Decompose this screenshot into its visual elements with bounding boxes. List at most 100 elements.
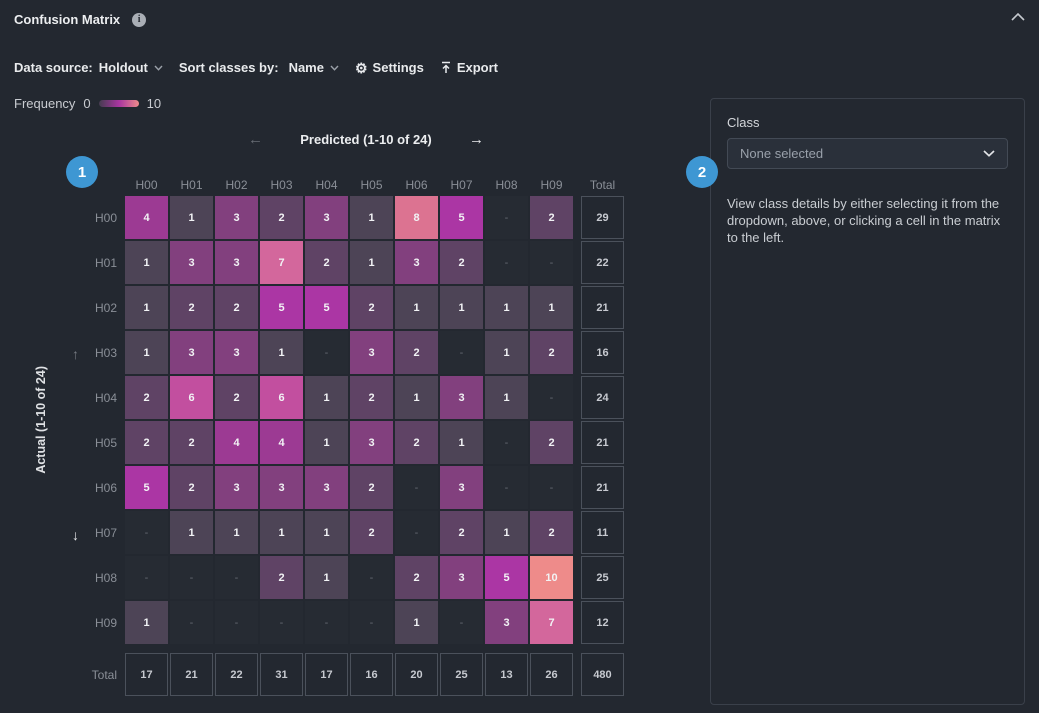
matrix-cell[interactable]: 1 xyxy=(440,286,483,329)
class-select-dropdown[interactable]: None selected xyxy=(727,138,1008,169)
data-source-dropdown[interactable]: Data source: Holdout xyxy=(14,60,163,75)
matrix-cell[interactable]: 2 xyxy=(530,196,573,239)
matrix-cell[interactable]: 2 xyxy=(440,241,483,284)
matrix-cell[interactable]: - xyxy=(350,601,393,644)
matrix-cell[interactable]: - xyxy=(530,376,573,419)
matrix-cell[interactable]: - xyxy=(125,556,168,599)
matrix-cell[interactable]: - xyxy=(530,241,573,284)
predicted-prev-arrow[interactable]: ← xyxy=(248,131,263,148)
matrix-cell[interactable]: 3 xyxy=(305,196,348,239)
matrix-cell[interactable]: 2 xyxy=(350,376,393,419)
matrix-cell[interactable]: 1 xyxy=(305,556,348,599)
matrix-cell[interactable]: - xyxy=(125,511,168,554)
matrix-cell[interactable]: 1 xyxy=(530,286,573,329)
matrix-cell[interactable]: 1 xyxy=(305,376,348,419)
matrix-cell[interactable]: 2 xyxy=(170,286,213,329)
matrix-cell[interactable]: 3 xyxy=(440,556,483,599)
predicted-next-arrow[interactable]: → xyxy=(469,131,484,148)
matrix-cell[interactable]: 4 xyxy=(260,421,303,464)
matrix-cell[interactable]: 7 xyxy=(530,601,573,644)
matrix-cell[interactable]: 1 xyxy=(350,241,393,284)
matrix-cell[interactable]: 2 xyxy=(305,241,348,284)
matrix-cell[interactable]: 2 xyxy=(125,421,168,464)
matrix-cell[interactable]: 2 xyxy=(350,286,393,329)
matrix-cell[interactable]: 2 xyxy=(170,466,213,509)
matrix-cell[interactable]: - xyxy=(350,556,393,599)
matrix-cell[interactable]: 2 xyxy=(350,511,393,554)
matrix-cell[interactable]: 1 xyxy=(215,511,258,554)
matrix-cell[interactable]: 7 xyxy=(260,241,303,284)
matrix-cell[interactable]: 2 xyxy=(530,331,573,374)
matrix-cell[interactable]: 2 xyxy=(530,421,573,464)
matrix-cell[interactable]: 2 xyxy=(260,556,303,599)
matrix-cell[interactable]: - xyxy=(305,331,348,374)
matrix-cell[interactable]: 1 xyxy=(260,331,303,374)
matrix-cell[interactable]: 5 xyxy=(440,196,483,239)
matrix-cell[interactable]: - xyxy=(170,556,213,599)
matrix-cell[interactable]: - xyxy=(170,601,213,644)
sort-classes-dropdown[interactable]: Name xyxy=(289,60,339,75)
matrix-cell[interactable]: 5 xyxy=(305,286,348,329)
matrix-cell[interactable]: 1 xyxy=(485,511,528,554)
matrix-cell[interactable]: 5 xyxy=(125,466,168,509)
matrix-cell[interactable]: 3 xyxy=(350,421,393,464)
matrix-cell[interactable]: 5 xyxy=(485,556,528,599)
matrix-cell[interactable]: - xyxy=(485,421,528,464)
matrix-cell[interactable]: 2 xyxy=(530,511,573,554)
matrix-cell[interactable]: 2 xyxy=(395,556,438,599)
matrix-cell[interactable]: - xyxy=(530,466,573,509)
matrix-cell[interactable]: 1 xyxy=(170,196,213,239)
matrix-cell[interactable]: 1 xyxy=(260,511,303,554)
matrix-cell[interactable]: 6 xyxy=(260,376,303,419)
settings-button[interactable]: ⚙ Settings xyxy=(355,60,424,75)
matrix-cell[interactable]: 5 xyxy=(260,286,303,329)
matrix-cell[interactable]: 1 xyxy=(395,601,438,644)
matrix-cell[interactable]: 2 xyxy=(215,286,258,329)
matrix-cell[interactable]: 3 xyxy=(350,331,393,374)
matrix-cell[interactable]: 3 xyxy=(215,196,258,239)
matrix-cell[interactable]: 2 xyxy=(350,466,393,509)
matrix-cell[interactable]: 2 xyxy=(125,376,168,419)
matrix-cell[interactable]: 1 xyxy=(395,286,438,329)
matrix-cell[interactable]: 1 xyxy=(125,241,168,284)
matrix-cell[interactable]: 3 xyxy=(215,331,258,374)
matrix-cell[interactable]: - xyxy=(395,511,438,554)
matrix-cell[interactable]: 3 xyxy=(305,466,348,509)
matrix-cell[interactable]: 4 xyxy=(125,196,168,239)
matrix-cell[interactable]: 2 xyxy=(260,196,303,239)
matrix-cell[interactable]: 3 xyxy=(260,466,303,509)
collapse-section-button[interactable] xyxy=(1011,13,1025,21)
export-button[interactable]: Export xyxy=(440,60,498,75)
matrix-cell[interactable]: - xyxy=(440,601,483,644)
matrix-cell[interactable]: - xyxy=(485,241,528,284)
matrix-cell[interactable]: 2 xyxy=(170,421,213,464)
matrix-cell[interactable]: - xyxy=(440,331,483,374)
matrix-cell[interactable]: 2 xyxy=(395,331,438,374)
matrix-cell[interactable]: 1 xyxy=(440,421,483,464)
matrix-cell[interactable]: 1 xyxy=(485,286,528,329)
matrix-cell[interactable]: - xyxy=(395,466,438,509)
info-icon[interactable]: i xyxy=(132,12,147,27)
matrix-cell[interactable]: 1 xyxy=(305,421,348,464)
matrix-cell[interactable]: 3 xyxy=(170,331,213,374)
matrix-cell[interactable]: 6 xyxy=(170,376,213,419)
matrix-cell[interactable]: 10 xyxy=(530,556,573,599)
matrix-cell[interactable]: 3 xyxy=(485,601,528,644)
matrix-cell[interactable]: 3 xyxy=(440,376,483,419)
matrix-cell[interactable]: 3 xyxy=(215,466,258,509)
actual-next-arrow[interactable]: ↓ xyxy=(72,527,79,543)
matrix-cell[interactable]: - xyxy=(215,601,258,644)
matrix-cell[interactable]: 2 xyxy=(395,421,438,464)
matrix-cell[interactable]: 1 xyxy=(350,196,393,239)
matrix-cell[interactable]: 4 xyxy=(215,421,258,464)
matrix-cell[interactable]: 1 xyxy=(485,331,528,374)
matrix-cell[interactable]: 1 xyxy=(170,511,213,554)
matrix-cell[interactable]: 3 xyxy=(440,466,483,509)
matrix-cell[interactable]: 3 xyxy=(395,241,438,284)
matrix-cell[interactable]: - xyxy=(215,556,258,599)
matrix-cell[interactable]: 1 xyxy=(125,331,168,374)
matrix-cell[interactable]: 2 xyxy=(440,511,483,554)
matrix-cell[interactable]: 1 xyxy=(125,286,168,329)
matrix-cell[interactable]: 1 xyxy=(395,376,438,419)
matrix-cell[interactable]: - xyxy=(260,601,303,644)
